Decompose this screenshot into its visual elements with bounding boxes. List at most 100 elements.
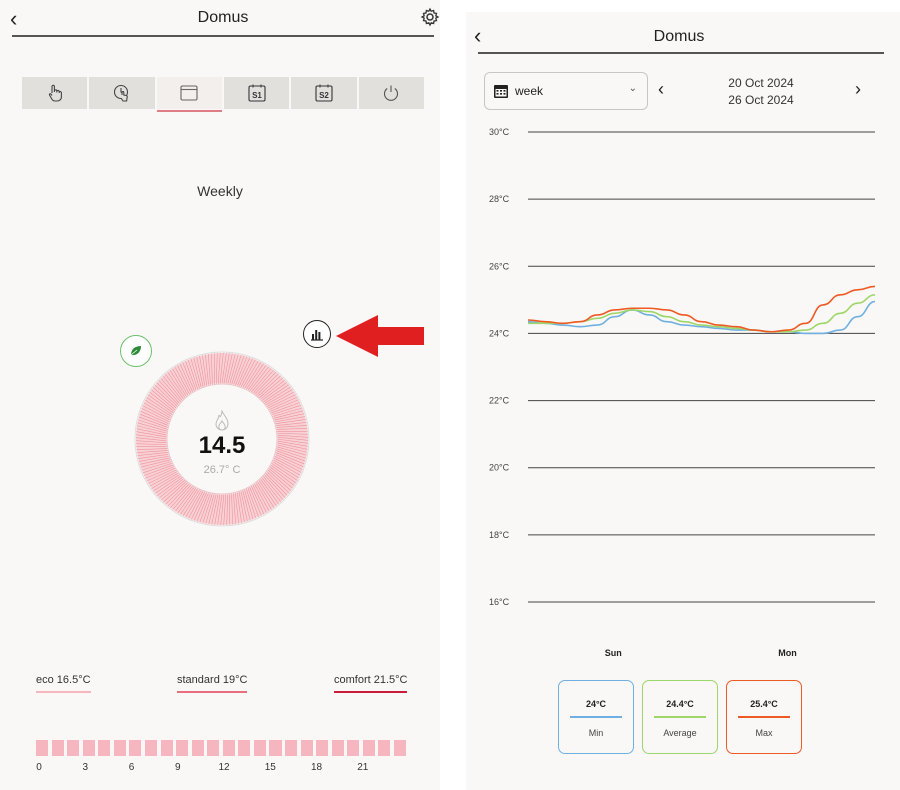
back-arrow-icon[interactable]: ‹	[474, 23, 482, 48]
temperature-chart: 30°C 28°C 26°C 24°C 22°C 20°C 18°C 16°C	[489, 127, 876, 607]
tab-s2[interactable]: S2	[291, 77, 357, 109]
timeline-slot[interactable]	[285, 740, 298, 756]
dial-tick	[162, 376, 183, 401]
preset-standard[interactable]: standard 19°C	[177, 674, 248, 693]
dial-tick	[148, 469, 177, 484]
tab-power[interactable]	[358, 77, 424, 109]
timeline-slot[interactable]	[160, 740, 173, 756]
dial-tick	[141, 408, 170, 423]
legend-min-line	[570, 716, 622, 718]
dial-tick	[249, 366, 269, 392]
dial-tick	[156, 382, 179, 406]
clock-touch-icon	[113, 84, 129, 102]
timeline-hour-label: 18	[310, 762, 323, 773]
timeline-hour-label: 12	[218, 762, 230, 773]
legend-average-line	[654, 716, 706, 718]
dial-tick	[268, 396, 298, 411]
dial-tick	[226, 493, 229, 525]
preset-eco[interactable]: eco 16.5°C	[36, 674, 91, 693]
timeline-slot[interactable]	[222, 740, 235, 756]
dial-tick	[236, 491, 242, 523]
tab-s1[interactable]: S1	[223, 77, 290, 109]
dial-ring	[134, 351, 310, 527]
timeline-slot[interactable]	[113, 740, 126, 756]
dial-tick	[238, 358, 253, 387]
legend-average-label: Average	[663, 728, 697, 738]
dial-tick	[271, 462, 298, 481]
dial-tick	[163, 480, 187, 503]
timeline-slot[interactable]	[36, 740, 49, 756]
dial-tick	[193, 357, 202, 389]
dial-tick	[170, 484, 192, 509]
timeline-slot[interactable]	[191, 740, 204, 756]
timeline-slot[interactable]	[82, 740, 95, 756]
svg-text:S2: S2	[319, 91, 329, 100]
dial-tick	[177, 487, 197, 513]
timeline-slot[interactable]	[300, 740, 313, 756]
preset-comfort-bar	[334, 691, 408, 693]
dial-tick	[146, 467, 176, 482]
legend-min-value: 24°C	[585, 699, 607, 709]
thermostat-dial[interactable]: 14.5 26.7° C	[133, 350, 311, 528]
timeline-slot[interactable]	[238, 740, 251, 756]
settings-gear-icon[interactable]	[420, 7, 440, 32]
timeline-slot[interactable]	[269, 740, 282, 756]
timeline-slot[interactable]	[51, 740, 64, 756]
timeline-slot[interactable]	[316, 740, 329, 756]
legend-min[interactable]: 24°C Min	[558, 680, 634, 754]
timeline-slot[interactable]	[362, 740, 375, 756]
dial-tick	[144, 464, 174, 476]
header-divider	[478, 52, 884, 54]
dial-tick	[219, 352, 224, 385]
dial-tick	[258, 377, 283, 399]
dial-tick	[273, 457, 302, 473]
timeline-slot[interactable]	[176, 740, 189, 756]
timeline-slot[interactable]	[207, 740, 220, 756]
legend-average[interactable]: 24.4°C Average	[642, 680, 718, 754]
dial-tick	[263, 386, 291, 404]
timeline-slot[interactable]	[378, 740, 391, 756]
timeline-slot[interactable]	[347, 740, 360, 756]
legend-max[interactable]: 25.4°C Max	[726, 680, 802, 754]
dial-tick	[146, 397, 173, 416]
tab-manual[interactable]	[22, 77, 88, 109]
date-range-start: 20 Oct 2024	[728, 76, 794, 90]
statistics-button[interactable]	[303, 320, 331, 348]
timeline-slot[interactable]	[393, 740, 406, 756]
dial-tick	[165, 482, 189, 505]
dial-tick	[187, 359, 199, 390]
preset-comfort[interactable]: comfort 21.5°C	[334, 674, 408, 693]
timeline-slot[interactable]	[144, 740, 157, 756]
next-week-chevron-icon[interactable]: ›	[855, 79, 861, 99]
eco-leaf-badge	[120, 335, 152, 367]
dial-tick	[242, 360, 259, 389]
tab-clock-touch[interactable]	[89, 77, 155, 109]
dial-tick	[257, 480, 275, 508]
dial-tick	[182, 362, 195, 392]
calendar-icon	[494, 85, 508, 98]
flame-icon	[215, 410, 229, 431]
dial-tick	[255, 373, 279, 396]
dial-tick	[136, 443, 168, 446]
dial-tick	[267, 469, 292, 491]
dial-tick	[259, 478, 279, 504]
period-select[interactable]: week ⌄	[484, 72, 648, 110]
previous-week-chevron-icon[interactable]: ‹	[658, 79, 664, 99]
daily-timeline	[36, 740, 406, 756]
back-arrow-icon[interactable]: ‹	[10, 6, 18, 31]
tab-weekly[interactable]	[156, 77, 223, 112]
dial-tick	[161, 479, 186, 501]
dial-tick	[269, 399, 299, 412]
dial-tick	[275, 422, 307, 426]
dial-tick	[269, 466, 295, 486]
timeline-slot[interactable]	[98, 740, 111, 756]
dial-tick	[244, 489, 254, 520]
timeline-slot[interactable]	[331, 740, 344, 756]
dial-tick	[265, 472, 288, 496]
preset-standard-bar	[177, 691, 248, 693]
dial-tick	[235, 356, 248, 386]
timeline-slot[interactable]	[129, 740, 142, 756]
timeline-slot[interactable]	[253, 740, 266, 756]
timeline-slot[interactable]	[67, 740, 80, 756]
x-tick-label: Sun	[604, 648, 622, 658]
